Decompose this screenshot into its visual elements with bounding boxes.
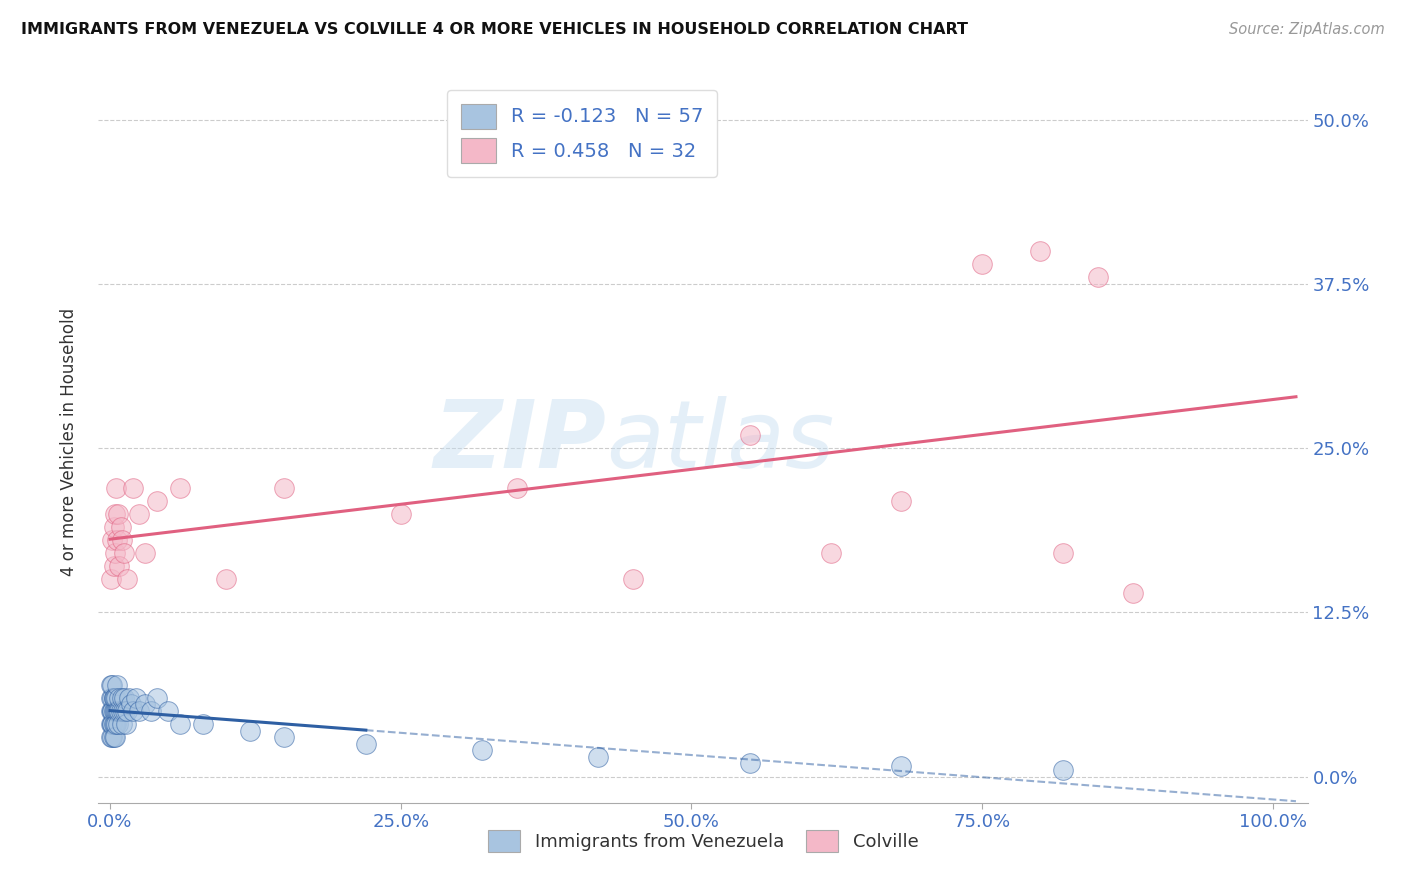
Point [191, 717, 214, 731]
Point [100, 730, 122, 744]
Point [101, 717, 124, 731]
Point [111, 533, 134, 547]
Point [107, 704, 129, 718]
Point [738, 428, 761, 442]
Point [101, 690, 124, 705]
Point [108, 559, 131, 574]
Point [169, 481, 191, 495]
Point [621, 573, 644, 587]
Point [1122, 585, 1144, 599]
Point [588, 749, 610, 764]
Point [103, 690, 125, 705]
Point [122, 481, 145, 495]
Point [100, 690, 122, 705]
Point [105, 677, 128, 691]
Text: atlas: atlas [606, 396, 835, 487]
Point [110, 520, 132, 534]
Point [104, 717, 127, 731]
Point [104, 690, 127, 705]
Point [101, 704, 124, 718]
Point [110, 704, 132, 718]
Point [101, 704, 124, 718]
Point [103, 730, 125, 744]
Point [100, 717, 122, 731]
Point [103, 704, 125, 718]
Point [124, 690, 146, 705]
Point [128, 507, 150, 521]
Point [122, 704, 145, 718]
Point [100, 573, 122, 587]
Point [104, 481, 127, 495]
Point [101, 730, 124, 744]
Point [104, 507, 127, 521]
Point [104, 546, 127, 560]
Text: ZIP: ZIP [433, 395, 606, 488]
Point [101, 717, 124, 731]
Point [103, 520, 125, 534]
Point [134, 546, 156, 560]
Point [506, 481, 529, 495]
Text: Source: ZipAtlas.com: Source: ZipAtlas.com [1229, 22, 1385, 37]
Point [389, 507, 412, 521]
Point [215, 573, 238, 587]
Point [114, 704, 136, 718]
Point [100, 704, 122, 718]
Point [103, 717, 125, 731]
Text: IMMIGRANTS FROM VENEZUELA VS COLVILLE 4 OR MORE VEHICLES IN HOUSEHOLD CORRELATIO: IMMIGRANTS FROM VENEZUELA VS COLVILLE 4 … [21, 22, 969, 37]
Point [239, 723, 262, 738]
Legend: Immigrants from Venezuela, Colville: Immigrants from Venezuela, Colville [481, 822, 925, 859]
Point [354, 737, 377, 751]
Point [104, 690, 127, 705]
Point [120, 698, 142, 712]
Point [128, 704, 150, 718]
Y-axis label: 4 or more Vehicles in Household: 4 or more Vehicles in Household [59, 308, 77, 575]
Point [1052, 546, 1074, 560]
Point [105, 533, 128, 547]
Point [111, 704, 134, 718]
Point [107, 717, 129, 731]
Point [101, 533, 124, 547]
Point [104, 704, 127, 718]
Point [157, 704, 180, 718]
Point [104, 717, 127, 731]
Point [471, 743, 494, 757]
Point [112, 546, 135, 560]
Point [1029, 244, 1052, 258]
Point [139, 704, 162, 718]
Point [104, 704, 127, 718]
Point [103, 559, 125, 574]
Point [738, 756, 761, 771]
Point [117, 573, 139, 587]
Point [101, 677, 124, 691]
Point [100, 677, 122, 691]
Point [108, 704, 131, 718]
Point [169, 717, 191, 731]
Point [111, 690, 134, 705]
Point [105, 704, 128, 718]
Point [273, 730, 295, 744]
Point [145, 690, 167, 705]
Point [108, 690, 131, 705]
Point [117, 704, 139, 718]
Point [1087, 270, 1109, 285]
Point [273, 481, 295, 495]
Point [970, 257, 993, 271]
Point [111, 717, 134, 731]
Point [134, 698, 156, 712]
Point [118, 690, 141, 705]
Point [104, 730, 127, 744]
Point [107, 507, 129, 521]
Point [145, 493, 167, 508]
Point [820, 546, 842, 560]
Point [890, 493, 912, 508]
Point [890, 759, 912, 773]
Point [115, 717, 138, 731]
Point [1052, 763, 1074, 777]
Point [103, 690, 125, 705]
Point [112, 690, 135, 705]
